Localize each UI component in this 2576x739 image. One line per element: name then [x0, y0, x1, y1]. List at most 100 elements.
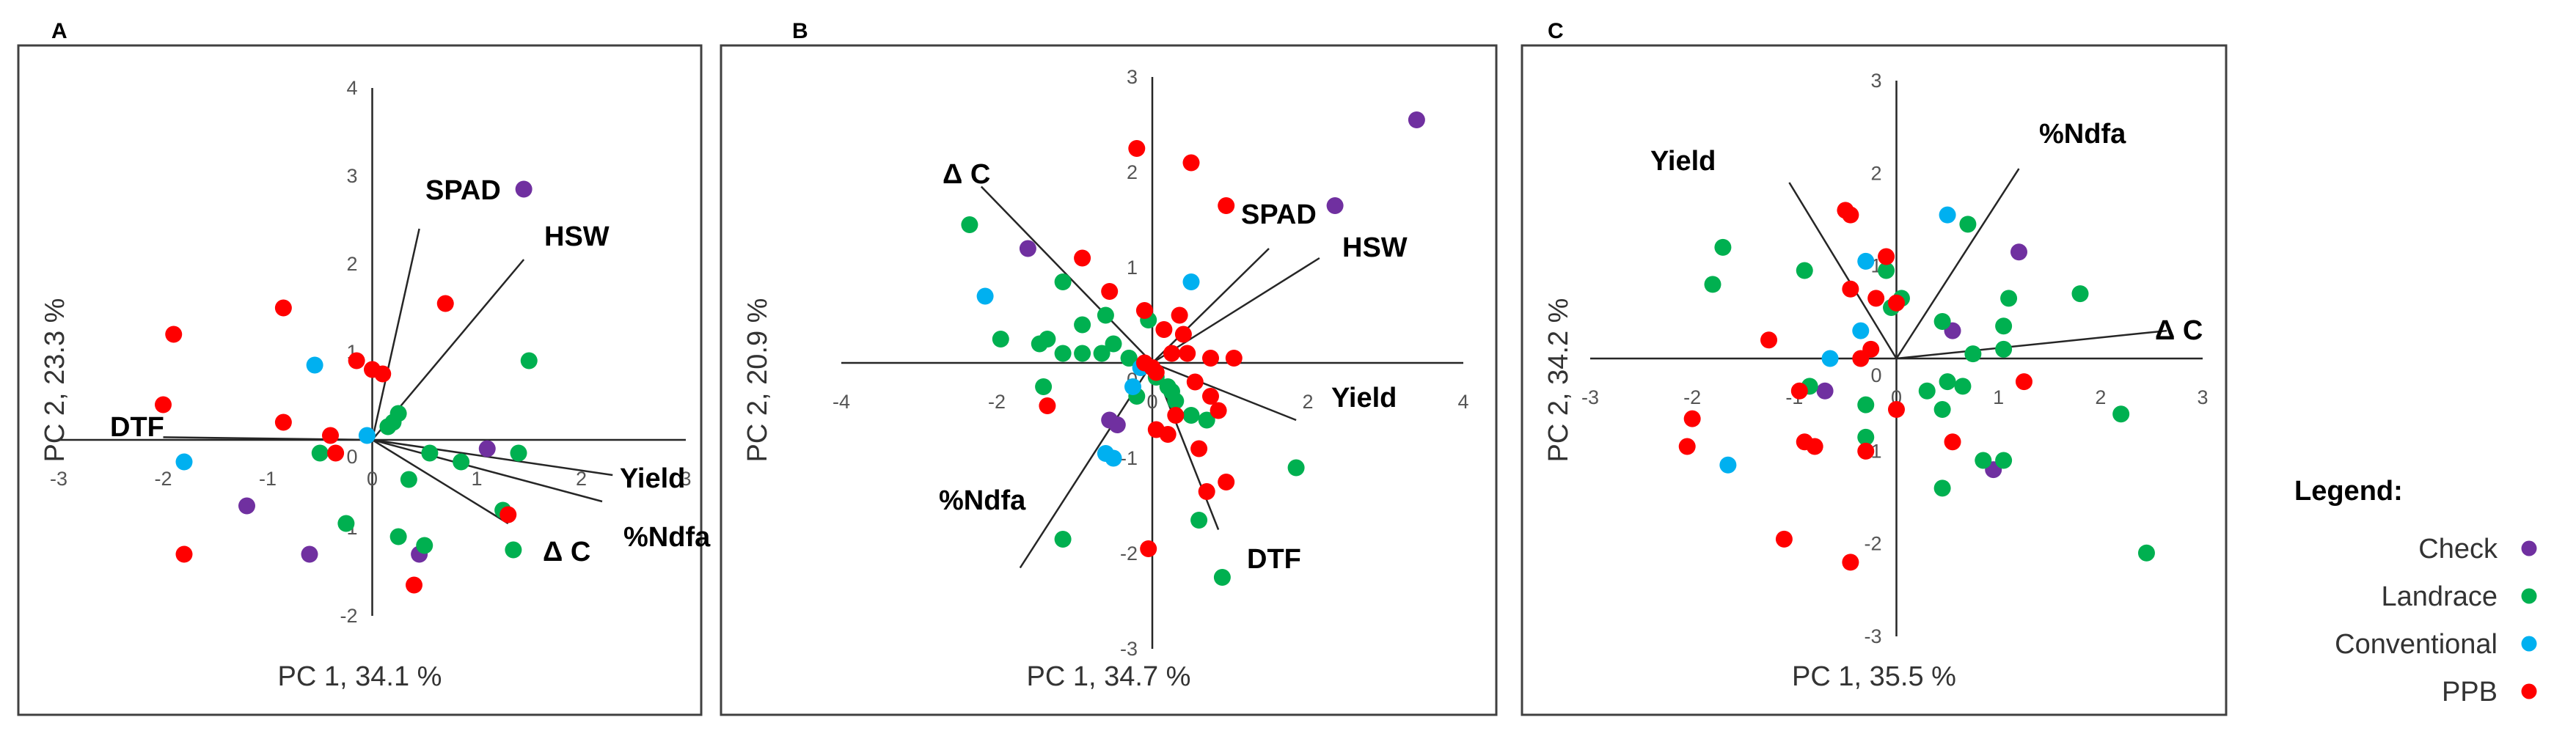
point-landrace [416, 537, 433, 554]
point-conventional [306, 356, 323, 374]
legend-marker-landrace [2521, 588, 2537, 604]
point-conventional [1124, 378, 1141, 395]
point-ppb [1198, 483, 1215, 500]
panel-frame [17, 44, 703, 716]
x-tick-label: -3 [50, 468, 67, 490]
point-ppb [1179, 345, 1196, 362]
point-conventional [358, 427, 376, 444]
vector-label-ndfa: %Ndfa [623, 522, 711, 553]
point-landrace [400, 471, 417, 488]
point-ppb [155, 396, 172, 413]
point-landrace [992, 331, 1009, 348]
point-landrace [1918, 382, 1936, 400]
y-tick-label: 3 [1127, 66, 1138, 88]
point-ppb [1225, 350, 1243, 367]
point-landrace [1933, 400, 1951, 418]
point-ppb [1790, 382, 1808, 400]
y-tick-label: -2 [340, 605, 357, 627]
x-tick-label: -2 [154, 468, 172, 490]
point-conventional [976, 287, 994, 305]
x-tick-label: 2 [2095, 386, 2106, 408]
point-ppb [1857, 442, 1875, 460]
point-ppb [165, 326, 183, 343]
x-tick-label: 4 [1457, 391, 1468, 413]
point-check [1816, 382, 1834, 400]
point-ppb [1074, 249, 1091, 267]
point-landrace [1198, 411, 1215, 429]
point-conventional [1719, 456, 1737, 474]
vector-label-yield: Yield [620, 463, 685, 494]
point-check [1408, 111, 1425, 128]
y-axis-title: PC 2, 20.9 % [742, 298, 773, 463]
x-tick-label: 0 [1146, 391, 1157, 413]
point-conventional [175, 453, 193, 471]
point-landrace [2137, 544, 2155, 562]
x-tick-label: 3 [680, 468, 691, 490]
point-ppb [1182, 154, 1200, 172]
point-landrace [1995, 340, 2013, 358]
y-tick-label: 2 [346, 253, 357, 275]
point-ppb [1944, 433, 1961, 451]
vector-yield [1152, 361, 1297, 422]
point-ppb [1218, 197, 1235, 214]
x-tick-label: 2 [1302, 391, 1313, 413]
point-ppb [348, 352, 365, 370]
point-ppb [1683, 410, 1701, 427]
y-tick-label: 1 [1127, 257, 1138, 279]
vector-label-hsw: HSW [544, 221, 610, 252]
y-tick-label: -2 [1864, 533, 1881, 555]
point-ppb [1806, 438, 1823, 455]
point-ppb [1190, 440, 1208, 457]
point-check [1019, 240, 1036, 257]
point-ppb [327, 444, 345, 462]
vector-label-dtf: DTF [1247, 544, 1301, 575]
point-ppb [175, 545, 193, 563]
y-tick-label: -3 [1864, 625, 1881, 647]
y-tick-label: 3 [1870, 70, 1881, 92]
point-ppb [1171, 306, 1188, 324]
vector-spad [1152, 248, 1270, 364]
y-tick-label: 3 [346, 165, 357, 187]
vector-c [371, 438, 509, 525]
panel-letter: A [51, 19, 67, 43]
point-check [238, 497, 255, 515]
origin-tick-label: 0 [346, 446, 357, 468]
x-axis-title: PC 1, 34.1 % [278, 661, 442, 692]
point-landrace [1074, 345, 1091, 362]
point-conventional [1852, 322, 1870, 339]
point-landrace [1120, 350, 1138, 367]
point-check [1108, 416, 1126, 433]
point-landrace [520, 352, 538, 370]
y-axis-title: PC 2, 23.3 % [40, 298, 70, 463]
point-ppb [1159, 426, 1177, 443]
x-tick-label: -2 [988, 391, 1006, 413]
point-ppb [274, 413, 292, 431]
point-landrace [1213, 569, 1231, 586]
vector-label-spad: SPAD [425, 175, 501, 206]
x-tick-label: 2 [576, 468, 587, 490]
legend-label-ppb: PPB [2442, 677, 2498, 707]
point-ppb [406, 576, 422, 594]
point-check [515, 180, 533, 198]
point-landrace [1857, 396, 1875, 413]
point-ppb [1842, 280, 1859, 298]
legend-label-landrace: Landrace [2382, 581, 2498, 612]
point-ppb [1842, 554, 1859, 571]
point-conventional [1939, 206, 1956, 224]
point-landrace [1054, 345, 1072, 362]
vector-label-hsw: HSW [1342, 232, 1408, 263]
point-ppb [1867, 290, 1885, 307]
point-check [1326, 197, 1344, 214]
point-ppb [1888, 400, 1905, 418]
point-landrace [1857, 428, 1875, 446]
point-landrace [1159, 378, 1177, 395]
point-landrace [1995, 452, 2013, 469]
legend-marker-ppb [2521, 683, 2537, 699]
point-landrace [1704, 276, 1721, 293]
origin-tick-label: 0 [1870, 364, 1881, 386]
point-landrace [1954, 378, 1972, 395]
panel-frame [720, 44, 1498, 716]
x-tick-label: -2 [1683, 386, 1701, 408]
